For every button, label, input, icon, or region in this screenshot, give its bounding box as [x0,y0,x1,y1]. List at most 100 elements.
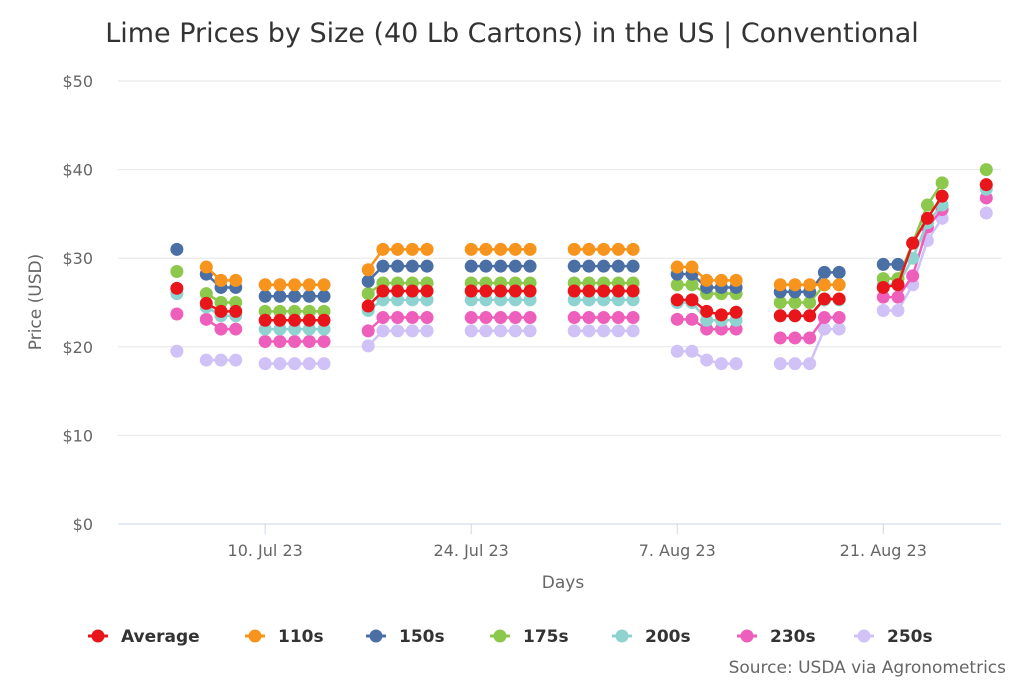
data-point[interactable] [302,278,316,292]
data-point[interactable] [876,290,890,304]
data-point[interactable] [788,296,802,309]
data-point[interactable] [685,293,699,307]
data-point[interactable] [464,284,478,298]
data-point[interactable] [685,260,699,274]
data-point[interactable] [906,236,920,250]
data-point[interactable] [420,311,434,325]
data-point[interactable] [494,324,508,338]
data-point[interactable] [391,284,405,298]
data-point[interactable] [567,242,581,256]
data-point[interactable] [288,357,302,371]
data-point[interactable] [391,259,405,273]
data-point[interactable] [891,257,905,271]
data-point[interactable] [685,278,699,292]
data-point[interactable] [788,331,802,345]
data-point[interactable] [714,357,728,371]
data-point[interactable] [405,284,419,298]
data-point[interactable] [523,324,537,338]
data-point[interactable] [626,284,640,298]
data-point[interactable] [229,353,243,367]
data-point[interactable] [391,311,405,325]
data-point[interactable] [876,257,890,271]
data-point[interactable] [229,273,243,287]
data-point[interactable] [258,289,272,303]
data-point[interactable] [391,324,405,338]
data-point[interactable] [229,304,243,318]
data-point[interactable] [611,242,625,256]
data-point[interactable] [405,242,419,256]
data-point[interactable] [611,311,625,325]
data-point[interactable] [685,344,699,358]
legend-item-175s[interactable]: 175s [490,627,569,647]
data-point[interactable] [214,273,228,287]
data-point[interactable] [685,312,699,326]
data-point[interactable] [582,259,596,273]
data-point[interactable] [582,242,596,256]
data-point[interactable] [273,278,287,292]
data-point[interactable] [199,296,213,310]
data-point[interactable] [979,163,993,177]
data-point[interactable] [567,311,581,325]
data-point[interactable] [788,357,802,371]
data-point[interactable] [494,284,508,298]
data-point[interactable] [567,284,581,298]
data-point[interactable] [891,290,905,304]
data-point[interactable] [494,259,508,273]
data-point[interactable] [317,334,331,348]
data-point[interactable] [376,259,390,273]
data-point[interactable] [729,357,743,371]
data-point[interactable] [803,357,817,371]
data-point[interactable] [729,273,743,287]
data-point[interactable] [832,278,846,292]
data-point[interactable] [773,331,787,345]
data-point[interactable] [597,242,611,256]
data-point[interactable] [523,311,537,325]
data-point[interactable] [597,259,611,273]
data-point[interactable] [582,311,596,325]
data-point[interactable] [670,344,684,358]
legend-item-250s[interactable]: 250s [854,627,933,647]
data-point[interactable] [582,324,596,338]
data-point[interactable] [523,259,537,273]
data-point[interactable] [906,269,920,283]
data-point[interactable] [626,311,640,325]
data-point[interactable] [832,292,846,306]
data-point[interactable] [229,322,243,336]
data-point[interactable] [803,278,817,292]
data-point[interactable] [376,324,390,338]
data-point[interactable] [420,284,434,298]
data-point[interactable] [170,264,184,278]
data-point[interactable] [420,259,434,273]
data-point[interactable] [317,357,331,371]
data-point[interactable] [597,324,611,338]
data-point[interactable] [935,189,949,203]
data-point[interactable] [302,289,316,303]
data-point[interactable] [288,278,302,292]
data-point[interactable] [597,284,611,298]
data-point[interactable] [420,242,434,256]
data-point[interactable] [199,287,213,301]
data-point[interactable] [876,280,890,294]
data-point[interactable] [479,311,493,325]
data-point[interactable] [817,311,831,325]
data-point[interactable] [302,334,316,348]
data-point[interactable] [803,309,817,323]
data-point[interactable] [317,289,331,303]
data-point[interactable] [582,284,596,298]
data-point[interactable] [611,284,625,298]
data-point[interactable] [626,242,640,256]
data-point[interactable] [464,259,478,273]
data-point[interactable] [302,357,316,371]
data-point[interactable] [670,260,684,274]
data-point[interactable] [670,293,684,307]
data-point[interactable] [567,259,581,273]
legend-item-average[interactable]: Average [88,627,200,647]
data-point[interactable] [361,287,375,301]
data-point[interactable] [258,313,272,327]
data-point[interactable] [302,313,316,327]
data-point[interactable] [317,278,331,292]
data-point[interactable] [464,324,478,338]
data-point[interactable] [700,273,714,287]
data-point[interactable] [508,311,522,325]
data-point[interactable] [626,324,640,338]
